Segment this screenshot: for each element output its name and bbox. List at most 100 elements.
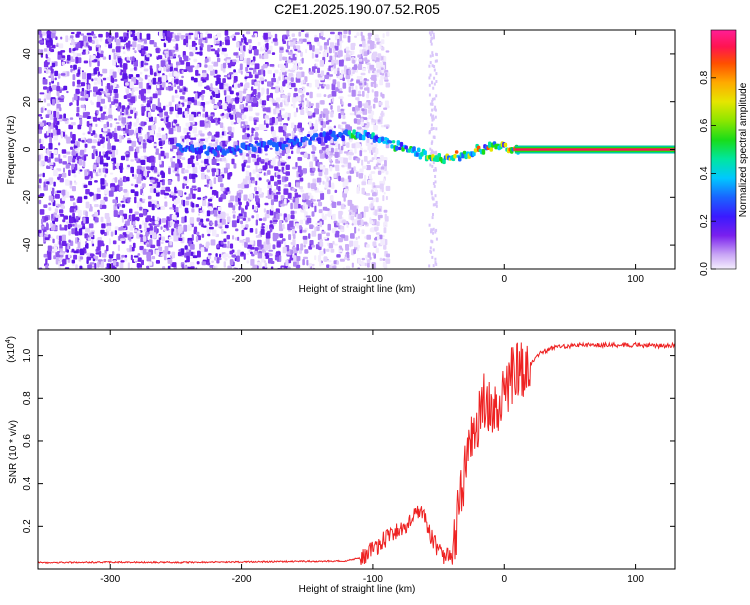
heatmap-cell bbox=[314, 226, 317, 232]
heatmap-cell bbox=[248, 39, 252, 44]
heatmap-cell bbox=[348, 209, 353, 212]
heatmap-cell bbox=[352, 205, 357, 213]
ridge-mark bbox=[380, 136, 385, 143]
heatmap-cell bbox=[136, 263, 141, 268]
heatmap-cell bbox=[340, 203, 345, 210]
heatmap-cell bbox=[175, 206, 179, 214]
heatmap-cell bbox=[338, 175, 341, 182]
heatmap-cell bbox=[239, 104, 244, 110]
heatmap-cell bbox=[345, 50, 351, 58]
heatmap-cell bbox=[362, 40, 366, 48]
heatmap-cell bbox=[265, 232, 271, 239]
heatmap-cell bbox=[232, 214, 236, 219]
heatmap-cell bbox=[107, 37, 112, 42]
heatmap-cell bbox=[116, 184, 120, 190]
heatmap-cell bbox=[434, 105, 437, 109]
heatmap-cell bbox=[274, 69, 279, 74]
heatmap-cell bbox=[143, 170, 147, 177]
heatmap-cell bbox=[337, 50, 341, 58]
heatmap-cell bbox=[55, 36, 58, 40]
heatmap-cell bbox=[375, 189, 378, 193]
heatmap-cell bbox=[267, 50, 271, 54]
heatmap-cell bbox=[133, 50, 136, 53]
heatmap-cell bbox=[382, 261, 386, 268]
ridge-mark bbox=[423, 150, 427, 156]
heatmap-cell bbox=[139, 71, 143, 75]
heatmap-cell bbox=[432, 227, 435, 231]
heatmap-cell bbox=[265, 118, 268, 124]
heatmap-cell bbox=[61, 240, 67, 246]
heatmap-cell bbox=[249, 44, 252, 51]
x-tick-label: -300 bbox=[100, 274, 120, 285]
heatmap-cell bbox=[149, 218, 152, 222]
heatmap-cell bbox=[246, 244, 252, 249]
colorbar-ramp bbox=[710, 29, 737, 270]
heatmap-cell bbox=[315, 102, 320, 109]
heatmap-cell bbox=[274, 33, 278, 39]
heatmap-cell bbox=[58, 240, 62, 245]
heatmap-cell bbox=[107, 225, 112, 232]
heatmap-cell bbox=[138, 81, 143, 89]
heatmap-cell bbox=[246, 58, 251, 65]
heatmap-cell bbox=[126, 56, 129, 61]
heatmap-cell bbox=[206, 155, 211, 160]
heatmap-cell bbox=[190, 137, 195, 140]
heatmap-cell bbox=[435, 94, 438, 98]
heatmap-cell bbox=[161, 186, 166, 190]
heatmap-cell bbox=[244, 242, 248, 248]
heatmap-cell bbox=[428, 264, 431, 268]
heatmap-cell bbox=[168, 167, 171, 175]
heatmap-cell bbox=[71, 259, 75, 264]
heatmap-cell bbox=[290, 242, 293, 245]
heatmap-cell bbox=[235, 201, 239, 206]
heatmap-cell bbox=[63, 85, 68, 91]
heatmap-cell bbox=[118, 134, 122, 141]
heatmap-cell bbox=[431, 64, 434, 68]
heatmap-cell bbox=[102, 127, 108, 132]
heatmap-cell bbox=[309, 91, 313, 99]
ridge-mark bbox=[257, 146, 262, 154]
heatmap-cell bbox=[108, 151, 113, 155]
heatmap-cell bbox=[183, 55, 187, 60]
heatmap-cell bbox=[338, 90, 343, 94]
heatmap-cell bbox=[185, 122, 191, 127]
heatmap-cell bbox=[130, 166, 134, 174]
heatmap-cell bbox=[211, 168, 217, 173]
heatmap-cell bbox=[304, 204, 308, 208]
heatmap-cell bbox=[100, 178, 105, 185]
heatmap-cell bbox=[347, 152, 353, 155]
heatmap-cell bbox=[289, 257, 294, 261]
heatmap-cell bbox=[319, 45, 323, 51]
heatmap-cell bbox=[49, 137, 52, 143]
heatmap-cell bbox=[182, 179, 186, 184]
heatmap-cell bbox=[304, 33, 309, 38]
heatmap-cell bbox=[325, 144, 329, 149]
heatmap-cell bbox=[287, 117, 290, 121]
heatmap-cell bbox=[91, 60, 96, 63]
heatmap-cell bbox=[225, 39, 230, 46]
heatmap-cell bbox=[72, 70, 76, 74]
heatmap-cell bbox=[252, 169, 256, 174]
heatmap-cell bbox=[52, 98, 55, 106]
heatmap-cell bbox=[288, 69, 291, 72]
heatmap-cell bbox=[354, 35, 357, 38]
heatmap-cell bbox=[137, 44, 141, 51]
heatmap-cell bbox=[242, 34, 245, 38]
heatmap-cell bbox=[256, 154, 260, 157]
heatmap-cell bbox=[128, 146, 134, 152]
heatmap-cell bbox=[195, 69, 199, 76]
heatmap-cell bbox=[366, 165, 371, 171]
heatmap-cell bbox=[137, 31, 140, 39]
heatmap-cell bbox=[215, 119, 218, 126]
heatmap-cell bbox=[432, 248, 435, 252]
heatmap-cell bbox=[280, 86, 284, 93]
heatmap-cell bbox=[277, 174, 281, 179]
heatmap-cell bbox=[343, 157, 348, 164]
heatmap-cell bbox=[432, 213, 434, 216]
heatmap-cell bbox=[46, 149, 50, 155]
y-tick-label: 0.8 bbox=[22, 391, 33, 405]
heatmap-cell bbox=[261, 105, 265, 108]
heatmap-cell bbox=[193, 188, 197, 191]
heatmap-cell bbox=[262, 217, 267, 222]
heatmap-cell bbox=[168, 59, 171, 65]
